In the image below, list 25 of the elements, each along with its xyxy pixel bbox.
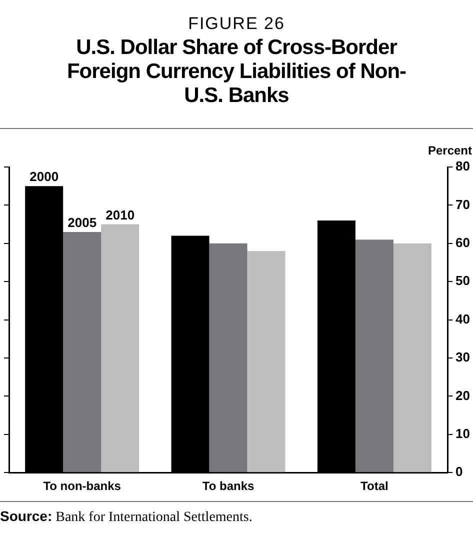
y-tick-label: 80 xyxy=(456,158,470,174)
y-tick-label: 10 xyxy=(456,426,470,441)
bar xyxy=(209,243,248,472)
y-tick-label: 40 xyxy=(456,311,470,326)
y-tick-label: 20 xyxy=(456,388,470,403)
bar xyxy=(101,224,140,472)
x-tick-label: Total xyxy=(360,479,388,494)
bar xyxy=(355,240,394,472)
y-tick-label: 50 xyxy=(456,273,470,288)
y-tick-label: 70 xyxy=(456,196,470,212)
y-axis-title: Percent xyxy=(428,143,472,158)
source-note: Source: Bank for International Settlements. xyxy=(0,508,254,526)
bar xyxy=(247,251,286,472)
x-tick-label: To non-banks xyxy=(43,479,122,494)
y-tick-label: 0 xyxy=(456,464,463,480)
y-tick-label: 60 xyxy=(456,234,470,250)
bar xyxy=(393,243,432,472)
series-label: 2005 xyxy=(68,215,97,230)
chart-title: U.S. Dollar Share of Cross-Border Foreign Currency Liabilities of Non-U.S. Banks xyxy=(66,36,408,108)
chart-subtitle: FIGURE 26 xyxy=(187,14,286,34)
series-label: 2010 xyxy=(106,207,135,222)
bar xyxy=(63,232,102,472)
series-label: 2000 xyxy=(30,169,59,184)
y-tick-label: 30 xyxy=(456,350,470,365)
x-tick-label: To banks xyxy=(202,479,254,494)
